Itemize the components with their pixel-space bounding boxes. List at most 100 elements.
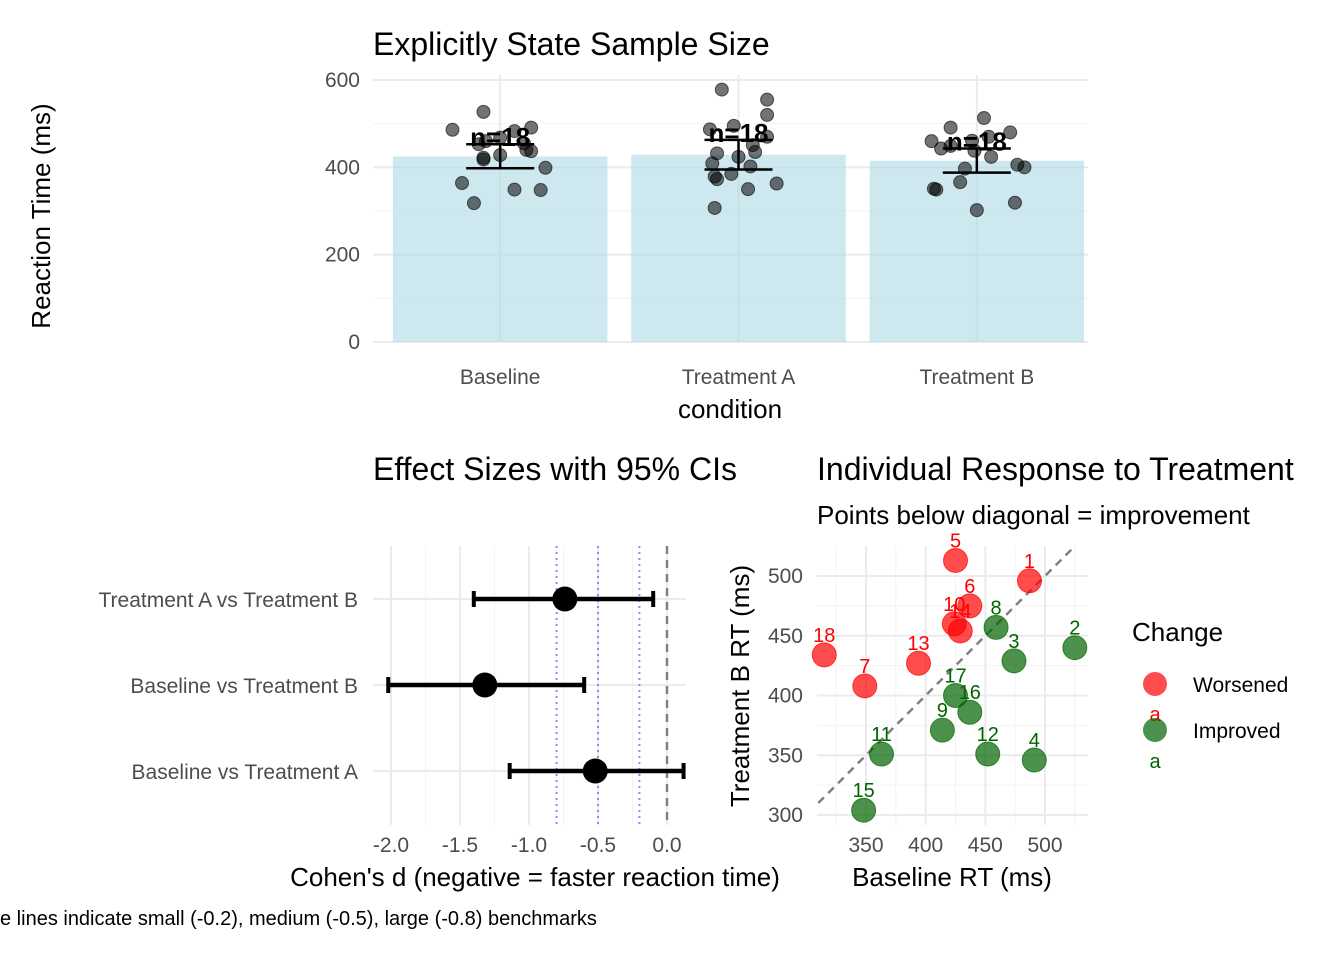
bar-chart-y-tick-label: 400 [325, 156, 360, 179]
legend-improved-swatch [1143, 718, 1167, 742]
scatter-x-axis-title: Baseline RT (ms) [852, 862, 1052, 892]
scatter-point-label: 18 [813, 625, 835, 647]
scatter-y-tick-label: 400 [768, 685, 803, 708]
scatter-tick-labels: 350 400 450 500 300 350 400 450 500 [768, 565, 1063, 857]
effect-size-point [472, 672, 498, 698]
legend-improved-key-text: a [1149, 751, 1161, 773]
scatter-point [869, 741, 895, 767]
scatter-point [929, 717, 955, 743]
scatter-point [983, 614, 1009, 640]
scatter-point-label: 5 [950, 530, 961, 552]
jitter-point [743, 159, 758, 174]
bar-chart-y-axis-title: Reaction Time (ms) [26, 103, 56, 328]
scatter-point [1062, 635, 1088, 661]
jitter-point [769, 176, 784, 191]
scatter-point-label: 11 [871, 724, 892, 746]
legend-worsened-label: Worsened [1193, 674, 1288, 697]
jitter-point [969, 203, 984, 218]
effect-size-point [552, 586, 578, 612]
jitter-point [984, 149, 999, 164]
jitter-point [953, 175, 968, 190]
scatter-x-tick-label: 500 [1027, 834, 1062, 857]
effect-size-x-axis-title: Cohen's d (negative = faster reaction ti… [290, 862, 780, 892]
scatter-point [1001, 648, 1027, 674]
jitter-point [943, 120, 958, 135]
scatter-point [957, 699, 983, 725]
scatter-point-label: 1 [1024, 551, 1035, 573]
effect-size-title: Effect Sizes with 95% CIs [373, 451, 737, 487]
scatter-point-label: 6 [964, 576, 975, 598]
scatter-subtitle: Points below diagonal = improvement [817, 500, 1251, 530]
jitter-point [1003, 125, 1018, 140]
bar-chart-x-tick-label: Baseline [460, 366, 541, 389]
jitter-point [924, 134, 939, 149]
scatter-point-label: 13 [907, 633, 929, 655]
effect-size-point [582, 758, 608, 784]
effect-size-x-tick-label: -1.5 [442, 834, 478, 857]
legend-improved-label: Improved [1193, 720, 1281, 743]
effect-size-x-tick-label: -2.0 [373, 834, 409, 857]
scatter-y-tick-label: 500 [768, 565, 803, 588]
figure-caption: e lines indicate small (-0.2), medium (-… [0, 908, 597, 930]
jitter-point [741, 182, 756, 197]
scatter-point [943, 683, 968, 708]
scatter-points [811, 547, 1088, 823]
jitter-point [445, 122, 460, 137]
jitter-point [705, 156, 720, 171]
scatter-point-label: 16 [959, 682, 981, 704]
jitter-point [1007, 195, 1022, 210]
bar-chart-x-tick-label: Treatment B [919, 366, 1034, 389]
bar [392, 156, 608, 342]
bar-chart-y-tick-label: 0 [348, 331, 360, 354]
jitter-point [702, 122, 717, 137]
jitter-point [981, 129, 996, 144]
effect-size-row-label: Baseline vs Treatment B [130, 675, 358, 698]
bar-chart-panel: n=18 n=18 n=18 0 200 400 600 Baseline Treatment… [26, 26, 1088, 424]
jitter-point [533, 183, 548, 198]
bar [631, 154, 846, 342]
effect-size-intervals [386, 586, 686, 784]
bar-chart-y-tick-label: 600 [325, 69, 360, 92]
scatter-point [811, 642, 837, 668]
sample-size-label: n=18 [709, 118, 769, 148]
scatter-point [1016, 568, 1042, 594]
scatter-x-tick-label: 400 [908, 834, 943, 857]
jitter-point [507, 124, 522, 139]
jitter-point [455, 176, 470, 191]
effect-size-x-tick-label: -1.0 [511, 834, 547, 857]
bar-chart-title: Explicitly State Sample Size [373, 26, 770, 62]
jitter-point [507, 182, 522, 197]
jitter-point [726, 118, 741, 133]
jitter-point [710, 172, 725, 187]
jitter-point [1017, 160, 1032, 175]
scatter-point-label: 2 [1069, 618, 1080, 640]
scatter-point [947, 618, 973, 644]
scatter-y-tick-label: 450 [768, 625, 803, 648]
jitter-point [476, 104, 491, 119]
scatter-point [906, 650, 932, 676]
scatter-legend: Change a Worsened a Improved [1132, 617, 1288, 773]
bar-chart-x-axis-title: condition [678, 394, 782, 424]
jitter-point [466, 196, 481, 211]
jitter-point [538, 160, 553, 175]
jitter-point [707, 200, 722, 215]
scatter-point [975, 741, 1001, 767]
bar-chart-tick-labels: 0 200 400 600 Baseline Treatment A Treatment B [325, 69, 1034, 389]
effect-size-panel: Treatment A vs Treatment B Baseline vs Tr… [99, 451, 780, 892]
scatter-x-tick-label: 450 [968, 834, 1003, 857]
bar-chart-annotations: n=18 n=18 n=18 [470, 118, 1007, 157]
scatter-point-label: 7 [859, 656, 870, 678]
bar-chart-error-bars [466, 138, 1011, 174]
effect-size-row-label: Baseline vs Treatment A [132, 761, 358, 784]
bar-chart-x-tick-label: Treatment A [682, 366, 796, 389]
jitter-point [748, 145, 763, 160]
scatter-point-label: 4 [1029, 730, 1040, 752]
scatter-point-label: 3 [1008, 631, 1019, 653]
effect-size-x-tick-label: -0.5 [580, 834, 616, 857]
scatter-point-label: 8 [991, 597, 1002, 619]
legend-worsened-swatch [1143, 672, 1167, 696]
jitter-point [929, 182, 944, 197]
